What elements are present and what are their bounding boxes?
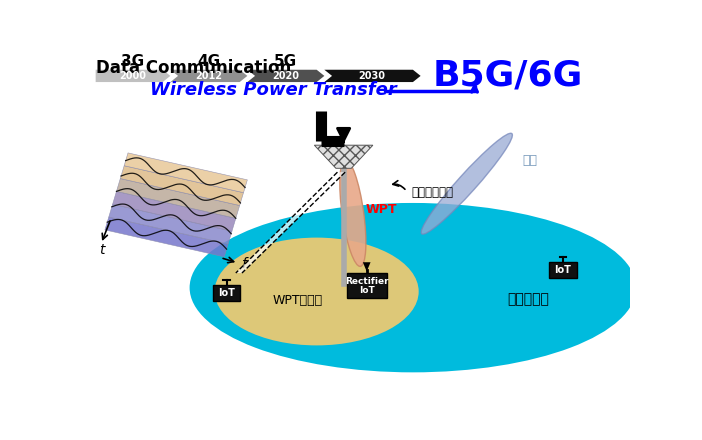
Text: 4G: 4G bbox=[197, 54, 220, 69]
Polygon shape bbox=[124, 153, 247, 193]
Text: 時間切り替え: 時間切り替え bbox=[411, 187, 453, 199]
Polygon shape bbox=[171, 70, 247, 82]
Polygon shape bbox=[117, 179, 239, 218]
Text: WPTエリア: WPTエリア bbox=[272, 294, 322, 307]
Text: t: t bbox=[100, 243, 105, 257]
FancyBboxPatch shape bbox=[347, 273, 387, 297]
Text: Rectifier: Rectifier bbox=[345, 277, 388, 286]
Text: IoT: IoT bbox=[218, 288, 235, 298]
Text: 2020: 2020 bbox=[272, 71, 299, 81]
Polygon shape bbox=[105, 217, 228, 257]
Polygon shape bbox=[109, 204, 232, 244]
Ellipse shape bbox=[215, 238, 418, 345]
Text: 通信エリア: 通信エリア bbox=[508, 292, 550, 306]
Polygon shape bbox=[324, 70, 420, 82]
Ellipse shape bbox=[421, 133, 512, 234]
Ellipse shape bbox=[340, 160, 366, 266]
Ellipse shape bbox=[190, 203, 636, 372]
Polygon shape bbox=[95, 70, 171, 82]
FancyBboxPatch shape bbox=[549, 262, 577, 278]
Polygon shape bbox=[247, 70, 324, 82]
Text: f: f bbox=[241, 257, 246, 271]
Text: 3G: 3G bbox=[121, 54, 144, 69]
Polygon shape bbox=[112, 191, 236, 231]
Polygon shape bbox=[236, 172, 345, 273]
Text: IoT: IoT bbox=[359, 286, 375, 295]
Text: B5G/6G: B5G/6G bbox=[432, 59, 583, 93]
Polygon shape bbox=[120, 166, 244, 205]
Polygon shape bbox=[314, 145, 373, 168]
Text: WPT: WPT bbox=[365, 202, 397, 216]
Text: IoT: IoT bbox=[555, 265, 571, 275]
Polygon shape bbox=[363, 262, 371, 271]
FancyBboxPatch shape bbox=[213, 285, 240, 301]
Text: 5G: 5G bbox=[274, 54, 298, 69]
Text: Data Communication: Data Communication bbox=[95, 59, 291, 77]
Text: 2030: 2030 bbox=[359, 71, 385, 81]
Text: 通信: 通信 bbox=[522, 154, 538, 167]
Text: 2012: 2012 bbox=[195, 71, 223, 81]
Text: 2000: 2000 bbox=[119, 71, 146, 81]
Text: Wireless Power Transfer: Wireless Power Transfer bbox=[150, 81, 397, 99]
